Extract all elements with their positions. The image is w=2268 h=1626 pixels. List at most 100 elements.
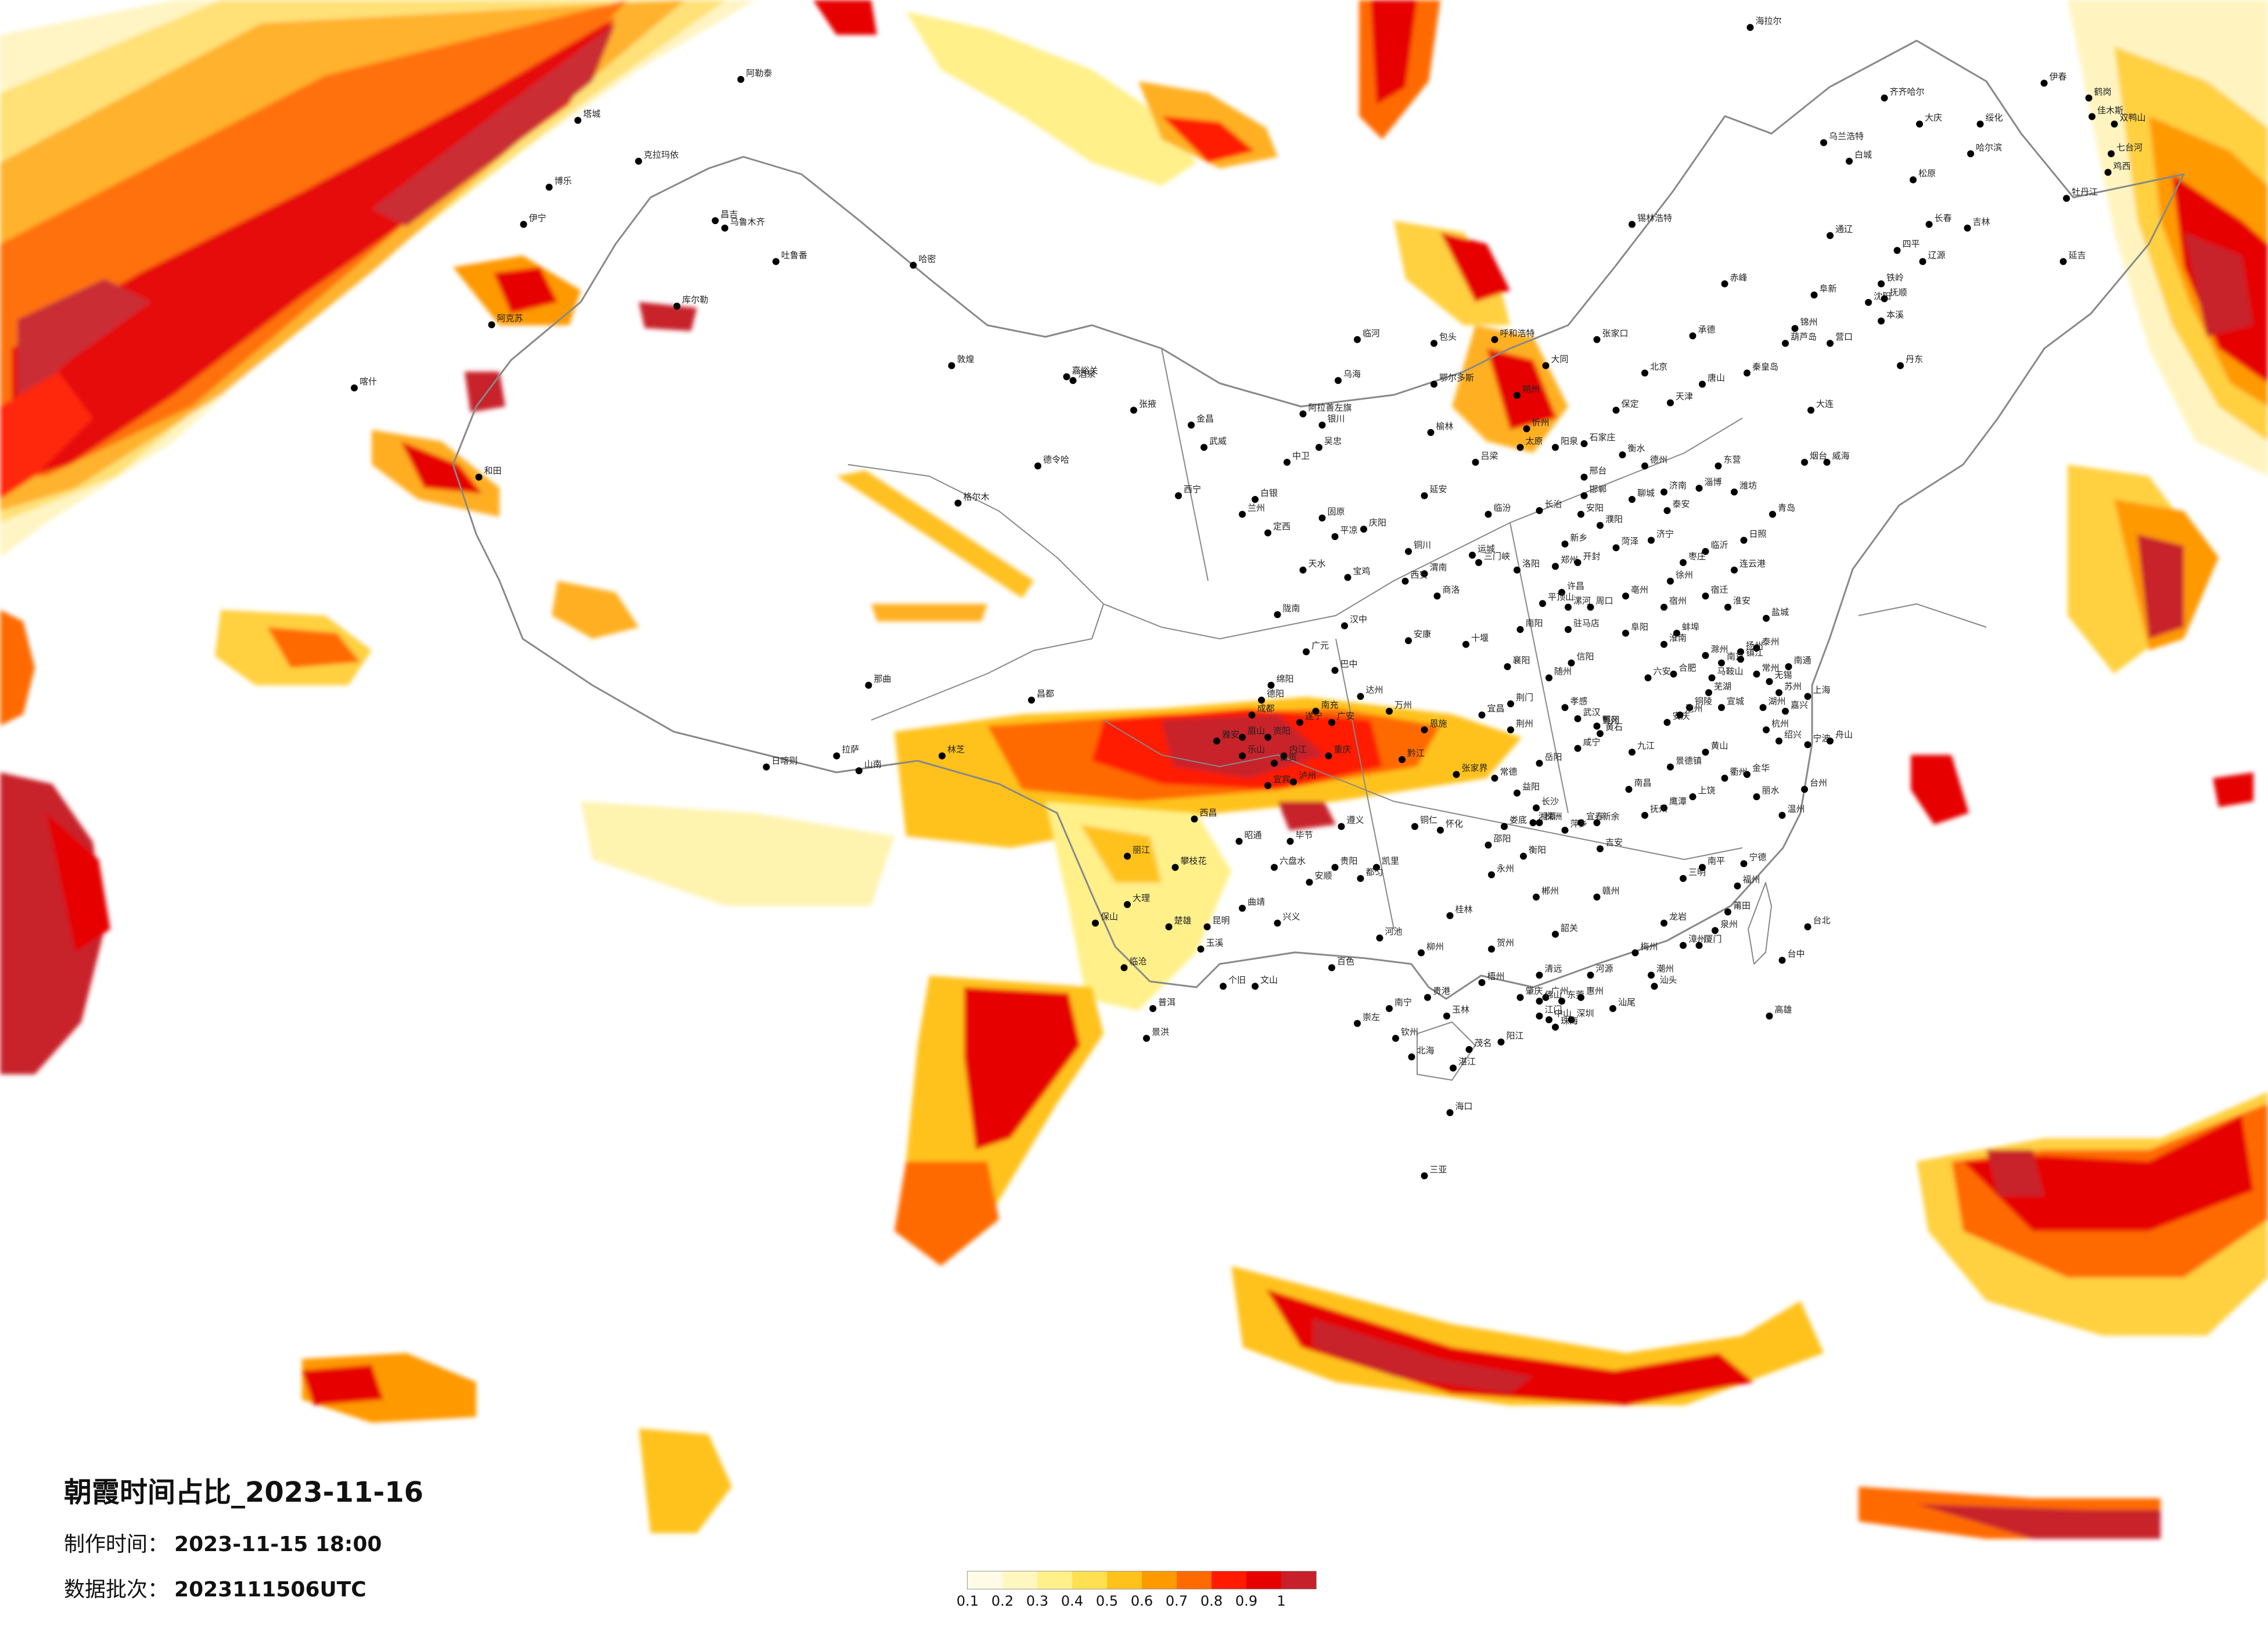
legend-ticks: 0.1 0.2 0.3 0.4 0.5 0.6 0.7 0.8 0.9 1 <box>957 1593 1317 1610</box>
city-marker: 铜陵 <box>1686 696 1712 711</box>
city-marker: 临沧 <box>1120 956 1147 972</box>
city-marker: 忻州 <box>1523 417 1550 433</box>
city-label: 襄阳 <box>1513 655 1530 665</box>
city-label: 遂宁 <box>1305 711 1322 721</box>
city-marker: 汉中 <box>1341 614 1367 629</box>
city-label: 深圳 <box>1577 1008 1594 1019</box>
city-dot <box>1766 678 1773 685</box>
city-marker: 丽江 <box>1124 844 1150 860</box>
city-label: 黔江 <box>1407 748 1425 758</box>
city-dot <box>1568 659 1575 667</box>
city-dot <box>1651 983 1658 990</box>
city-marker: 乌鲁木齐 <box>721 217 765 232</box>
city-marker: 台州 <box>1801 778 1827 793</box>
city-marker: 贵阳 <box>1331 856 1358 871</box>
city-dot <box>1737 648 1744 656</box>
city-dot <box>1443 1012 1450 1020</box>
city-marker: 漯河 <box>1565 596 1591 611</box>
city-dot <box>1778 956 1786 964</box>
city-marker: 梧州 <box>1478 971 1505 986</box>
city-label: 雅安 <box>1222 729 1239 740</box>
city-label: 常德 <box>1500 767 1518 777</box>
city-label: 福州 <box>1743 875 1760 885</box>
city-marker: 乌兰浩特 <box>1820 131 1864 146</box>
city-dot <box>1465 1046 1473 1053</box>
city-marker: 珠海 <box>1552 1016 1578 1031</box>
city-label: 曲靖 <box>1248 897 1265 907</box>
city-dot <box>1290 778 1297 786</box>
city-dot <box>1421 1172 1428 1179</box>
city-label: 绥化 <box>1986 113 2003 123</box>
city-dot <box>1785 663 1792 670</box>
city-dot <box>1699 864 1706 871</box>
city-dot <box>1705 689 1712 696</box>
city-marker: 漳州 <box>1680 934 1706 949</box>
city-marker: 南宁 <box>1386 997 1412 1012</box>
city-marker: 三门峡 <box>1475 551 1510 566</box>
city-label: 珠海 <box>1561 1016 1578 1026</box>
city-dot <box>1565 626 1572 633</box>
city-dot <box>1967 150 1974 157</box>
legend-swatch <box>1002 1571 1037 1589</box>
city-marker: 泸州 <box>1290 770 1316 786</box>
city-dot <box>1536 998 1543 1005</box>
city-label: 崇左 <box>1363 1012 1380 1022</box>
city-marker: 阳泉 <box>1552 436 1578 451</box>
city-label: 河池 <box>1385 926 1403 937</box>
city-marker: 宁波 <box>1804 733 1831 749</box>
city-dot <box>1357 875 1364 882</box>
city-dot <box>1408 1053 1415 1060</box>
city-marker: 赤峰 <box>1721 272 1748 287</box>
city-dot <box>1695 484 1703 492</box>
city-label: 九江 <box>1637 740 1655 751</box>
city-label: 双鸭山 <box>2120 113 2146 123</box>
city-dot <box>1667 399 1674 406</box>
city-dot <box>1597 521 1604 529</box>
city-marker: 武威 <box>1201 436 1227 451</box>
city-dot <box>939 752 946 760</box>
city-label: 黄山 <box>1711 740 1728 751</box>
city-label: 佛山 <box>1545 990 1562 1000</box>
city-dot <box>1823 459 1831 466</box>
city-marker: 襄阳 <box>1504 655 1530 670</box>
city-label: 十堰 <box>1471 633 1489 643</box>
city-marker: 湖州 <box>1759 696 1786 711</box>
city-dot <box>1593 819 1601 826</box>
city-dot <box>1644 674 1652 682</box>
city-dot <box>1893 247 1901 254</box>
city-marker: 嘉兴 <box>1782 700 1808 715</box>
city-label: 大连 <box>1816 398 1834 409</box>
city-label: 石家庄 <box>1590 432 1616 443</box>
city-label: 伊春 <box>2050 71 2067 82</box>
city-marker: 山南 <box>856 759 882 775</box>
city-label: 娄底 <box>1509 815 1527 825</box>
city-marker: 恩施 <box>1421 718 1447 733</box>
city-dot <box>1574 559 1582 566</box>
city-marker: 北海 <box>1408 1045 1435 1060</box>
city-dot <box>1801 786 1808 793</box>
city-marker: 松原 <box>1910 168 1936 184</box>
city-marker: 银川 <box>1318 413 1345 429</box>
city-dot <box>1328 964 1335 972</box>
city-dot <box>1354 336 1361 343</box>
city-dot <box>1778 812 1786 819</box>
city-dot <box>1782 340 1789 347</box>
city-marker: 成都 <box>1248 703 1275 719</box>
city-dot <box>1306 879 1313 886</box>
city-label: 张掖 <box>1139 398 1156 409</box>
city-dot <box>1069 377 1077 384</box>
city-marker: 淮安 <box>1724 596 1751 611</box>
city-dot <box>1759 704 1767 711</box>
city-label: 广安 <box>1337 711 1354 721</box>
city-marker: 安顺 <box>1306 870 1332 886</box>
city-marker: 平凉 <box>1331 525 1358 540</box>
city-marker: 林芝 <box>939 744 965 760</box>
city-label: 漯河 <box>1573 596 1591 606</box>
legend-swatch <box>1246 1571 1281 1589</box>
city-label: 衢州 <box>1730 767 1748 777</box>
city-dot <box>1318 422 1326 429</box>
city-dot <box>1574 715 1582 722</box>
city-dot <box>2089 113 2096 120</box>
city-marker: 江门 <box>1536 1005 1562 1020</box>
city-dot <box>763 763 770 771</box>
